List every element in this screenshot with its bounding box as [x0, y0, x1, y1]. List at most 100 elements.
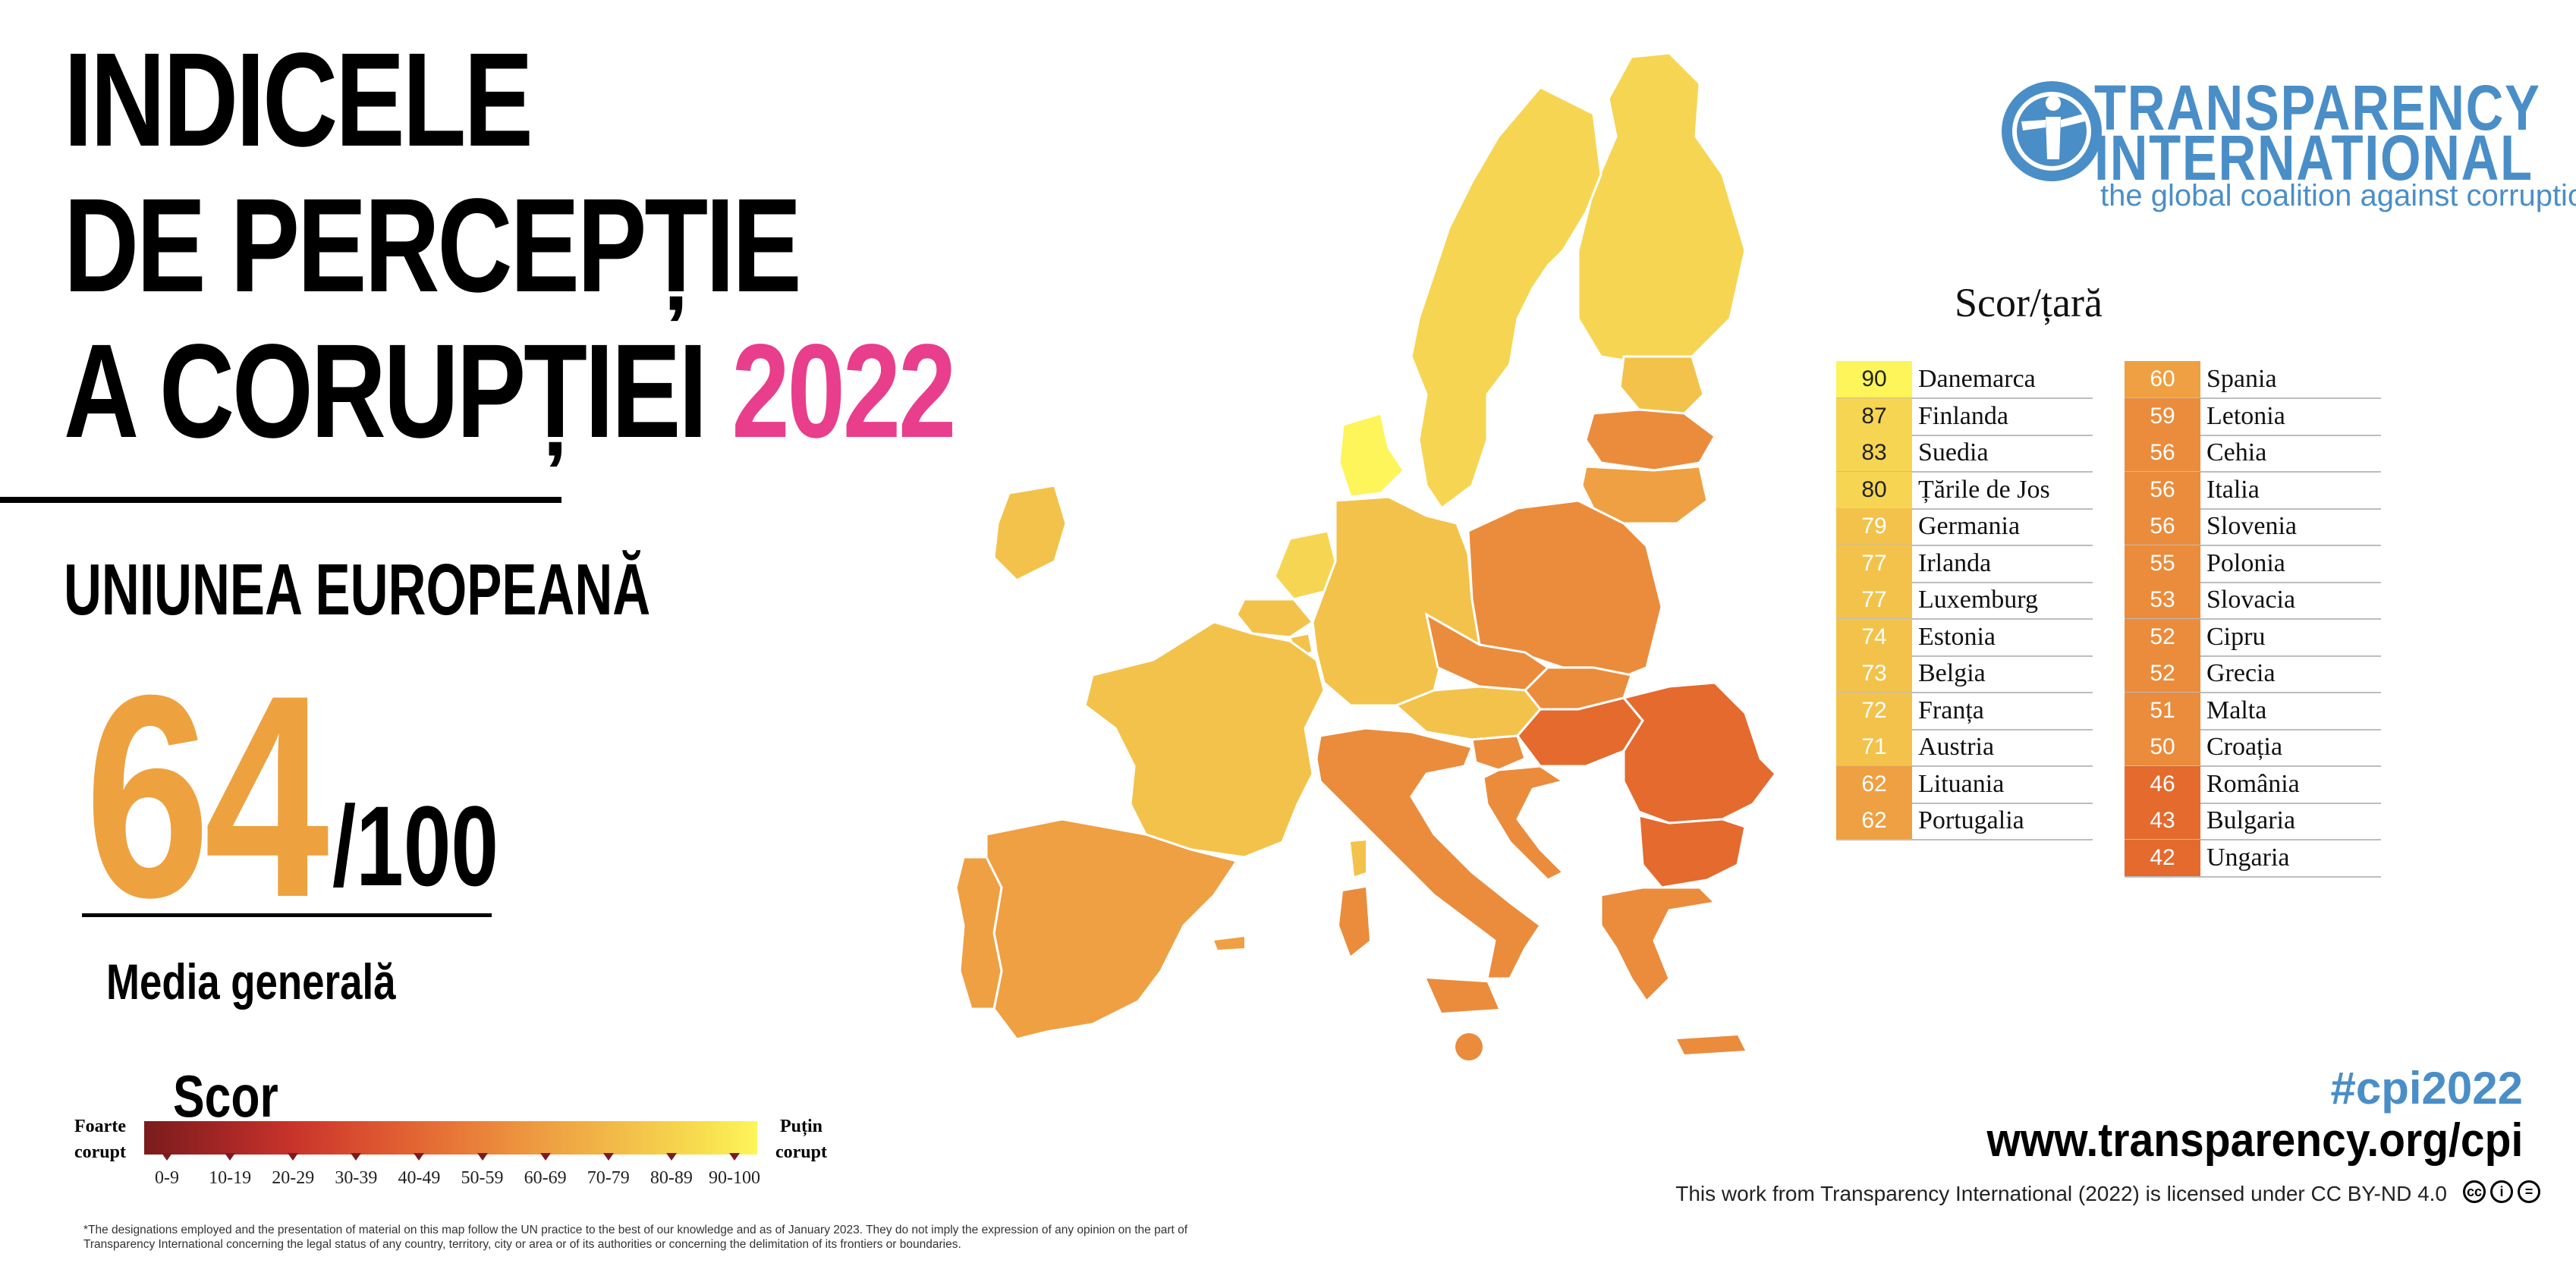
- table-row: 73 Belgia: [1836, 655, 2093, 693]
- table-row: 56 Italia: [2125, 471, 2381, 510]
- table-row: 77 Luxemburg: [1836, 582, 2093, 620]
- country-name: Slovacia: [2206, 586, 2296, 614]
- table-row: 56 Cehia: [2125, 435, 2381, 473]
- table-row: 51 Malta: [2125, 692, 2381, 730]
- country-score: 90: [1836, 361, 1912, 397]
- legend-range-label: 0-9: [155, 1168, 179, 1188]
- country-name: Cehia: [2206, 438, 2267, 467]
- map-sardinia: [1339, 888, 1370, 956]
- map-croatia: [1482, 765, 1566, 881]
- legend-tick: [225, 1153, 236, 1161]
- map-romania: [1621, 681, 1777, 825]
- website-link[interactable]: www.transparency.org/cpi: [1986, 1114, 2523, 1167]
- country-name: Malta: [2206, 696, 2267, 724]
- country-score: 83: [1836, 435, 1912, 471]
- map-spain: [985, 818, 1239, 1041]
- table-row: 72 Franța: [1836, 692, 2093, 730]
- legend-range-label: 70-79: [587, 1168, 630, 1188]
- country-name: Austria: [1918, 733, 1995, 761]
- country-name: Irlanda: [1918, 548, 1992, 577]
- country-score: 59: [2125, 397, 2200, 435]
- country-score: 60: [2125, 361, 2200, 397]
- country-name: Portugalia: [1918, 806, 2024, 834]
- legend-range-label: 50-59: [461, 1168, 504, 1188]
- map-sweden: [1410, 86, 1603, 511]
- legend-tick: [477, 1153, 488, 1161]
- table-row: 50 Croația: [2125, 729, 2381, 767]
- country-score: 51: [2125, 692, 2200, 729]
- country-name: România: [2206, 769, 2300, 798]
- legend-range-label: 30-39: [335, 1168, 378, 1188]
- map-denmark: [1338, 412, 1405, 498]
- average-max: /100: [332, 782, 499, 910]
- table-row: 90 Danemarca: [1836, 361, 2093, 399]
- country-name: Spania: [2206, 365, 2277, 393]
- table-title: Scor/țară: [1955, 280, 2103, 325]
- legend-tick: [162, 1153, 172, 1161]
- cc-by-icon: i: [2490, 1180, 2513, 1203]
- table-row: 56 Slovenia: [2125, 508, 2381, 546]
- country-score: 56: [2125, 435, 2200, 471]
- country-name: Țările de Jos: [1918, 475, 2050, 504]
- country-name: Italia: [2206, 475, 2260, 504]
- map-balearic: [1214, 937, 1244, 950]
- table-row: 77 Irlanda: [1836, 545, 2093, 583]
- country-score: 43: [2125, 803, 2200, 839]
- country-name: Finlanda: [1918, 401, 2008, 430]
- table-row: 52 Grecia: [2125, 655, 2381, 693]
- title-line-3: A CORUPȚIEI 2022: [64, 325, 956, 458]
- logo-line1: TRANSPARENCY: [2094, 72, 2541, 143]
- table-row: 87 Finlanda: [1836, 397, 2093, 436]
- legend-tick: [665, 1153, 677, 1161]
- legend-high-label: Puțin corupt: [775, 1117, 827, 1162]
- country-name: Letonia: [2206, 401, 2285, 430]
- country-score: 52: [2125, 618, 2200, 655]
- table-row: 52 Cipru: [2125, 618, 2381, 657]
- map-lithuania: [1581, 465, 1709, 525]
- country-score: 55: [2125, 545, 2200, 582]
- map-portugal: [955, 856, 1003, 1010]
- legend-range-label: 80-89: [650, 1168, 693, 1188]
- legend-title: Scor: [173, 1063, 278, 1129]
- cc-icon: cc: [2463, 1180, 2486, 1203]
- legend-tick: [351, 1153, 362, 1161]
- legend-tick: [414, 1153, 425, 1161]
- country-score: 72: [1836, 692, 1912, 729]
- map-corsica: [1351, 840, 1366, 876]
- country-score: 71: [1836, 729, 1912, 765]
- country-score: 74: [1836, 618, 1912, 655]
- country-score: 56: [2125, 508, 2200, 545]
- country-score: 46: [2125, 765, 2200, 803]
- hashtag: #cpi2022: [2330, 1063, 2523, 1114]
- legend-range-label: 90-100: [709, 1168, 760, 1188]
- country-score: 53: [2125, 582, 2200, 618]
- logo-line2: INTERNATIONAL: [2094, 122, 2534, 193]
- country-score: 42: [2125, 839, 2200, 876]
- title-divider: [0, 497, 561, 503]
- country-name: Suedia: [1918, 438, 1989, 467]
- country-name: Luxemburg: [1918, 586, 2039, 614]
- country-name: Polonia: [2206, 548, 2285, 577]
- legend-tick: [729, 1153, 740, 1161]
- country-name: Franța: [1918, 696, 1984, 724]
- legend-range-label: 10-19: [209, 1168, 252, 1188]
- legend-tick: [539, 1153, 551, 1161]
- country-score: 77: [1836, 545, 1912, 582]
- map-france: [1084, 621, 1326, 859]
- country-name: Slovenia: [2206, 512, 2297, 540]
- table-row: 71 Austria: [1836, 729, 2093, 767]
- country-score: 56: [2125, 471, 2200, 508]
- map-crete: [1677, 1035, 1745, 1054]
- map-malta: [1455, 1033, 1483, 1060]
- table-row: 62 Lituania: [1836, 765, 2093, 804]
- map-estonia: [1618, 355, 1705, 415]
- country-name: Ungaria: [2206, 843, 2290, 872]
- table-row: 60 Spania: [2125, 361, 2381, 399]
- table-row: 59 Letonia: [2125, 397, 2381, 436]
- map-latvia: [1584, 408, 1716, 472]
- country-name: Danemarca: [1918, 365, 2036, 393]
- average-divider: [82, 913, 492, 917]
- country-name: Bulgaria: [2206, 806, 2296, 834]
- country-score: 52: [2125, 655, 2200, 692]
- footnote: *The designations employed and the prese…: [83, 1224, 1188, 1251]
